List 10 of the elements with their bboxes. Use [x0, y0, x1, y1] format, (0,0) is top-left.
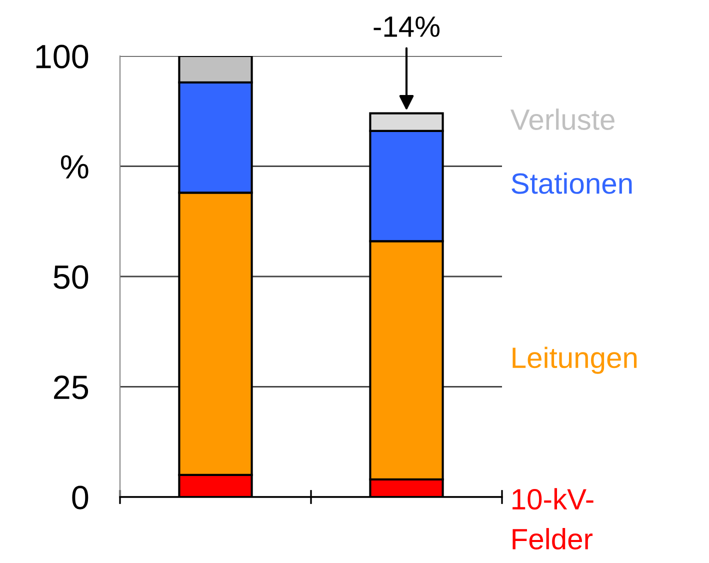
text: Leitungen [512, 346, 637, 374]
legend-label: 10-kV- Felder [512, 488, 594, 550]
y-tick-label: 50 [54, 265, 88, 289]
y-tick-label: 100 [36, 44, 88, 68]
y-tick-label: 25 [54, 376, 88, 400]
text: Stationen [512, 172, 632, 194]
y-tick-label: 0 [72, 486, 88, 510]
text: Verluste [510, 108, 614, 130]
y-tick-label: % [60, 155, 88, 179]
annotation: -14% [374, 16, 440, 37]
